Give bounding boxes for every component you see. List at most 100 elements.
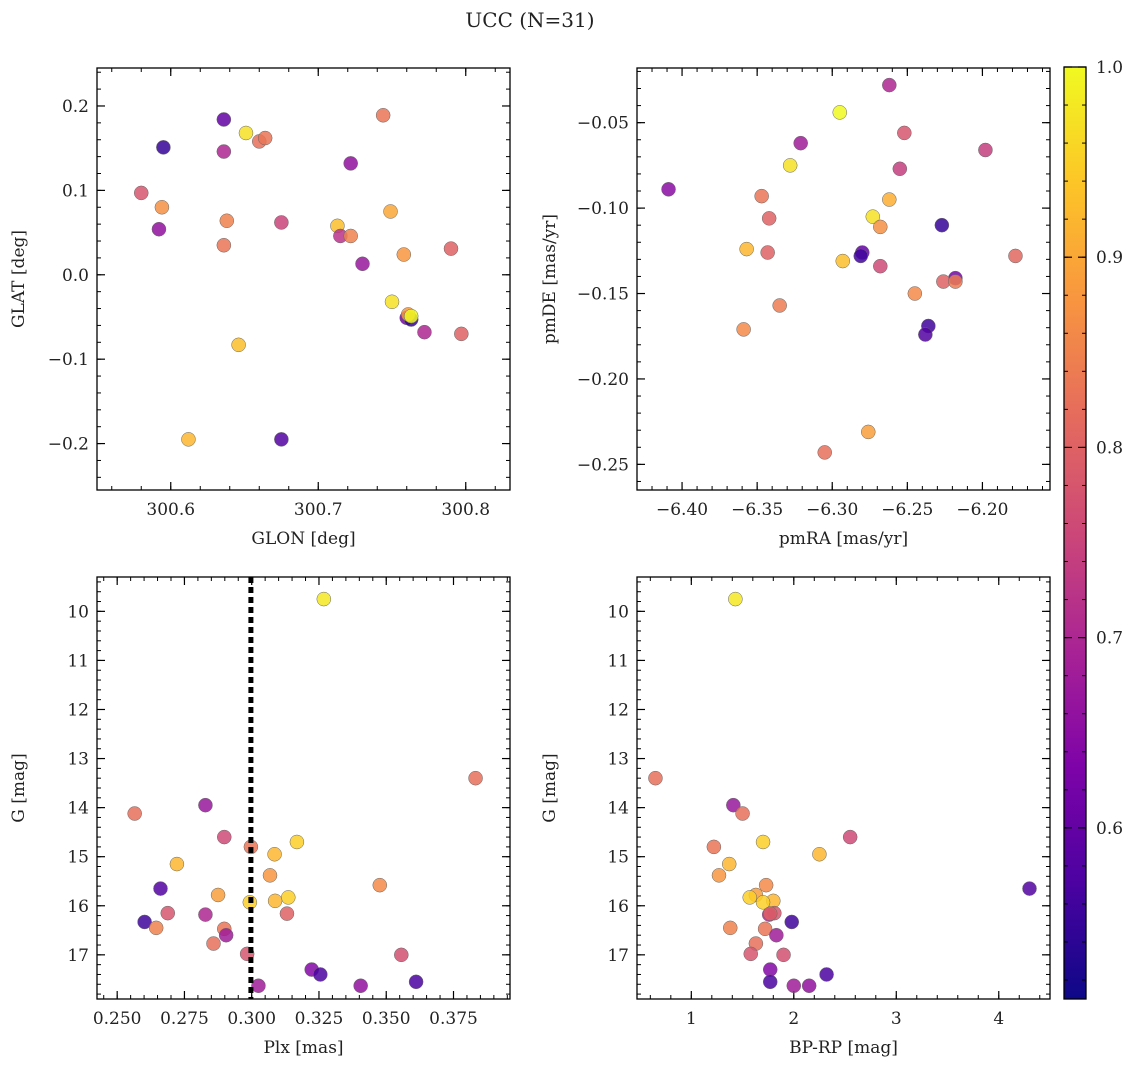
scatter-point	[711, 868, 727, 883]
plot-frame	[636, 67, 1051, 491]
scatter-point	[776, 947, 791, 963]
y-tick-label: 14	[67, 799, 89, 819]
scatter-point	[383, 204, 398, 219]
x-tick-label: 0.375	[429, 1009, 478, 1029]
scatter-point	[127, 806, 142, 821]
scatter-point	[216, 112, 232, 127]
scatter-point	[281, 890, 296, 905]
scatter-point	[934, 217, 950, 233]
x-axis-label: pmRA [mas/yr]	[779, 529, 908, 549]
y-axis-label: G [mag]	[9, 753, 29, 822]
scatter-point	[134, 185, 149, 201]
scatter-point	[384, 294, 400, 310]
y-tick-label: 13	[67, 750, 89, 770]
scatter-point	[267, 893, 283, 909]
scatter-point	[216, 144, 232, 159]
scatter-point	[832, 105, 847, 120]
scatter-point	[198, 907, 213, 922]
scatter-point	[853, 248, 869, 264]
scatter-point	[835, 253, 850, 269]
minor-ticks	[637, 577, 1050, 999]
y-tick-label: 15	[607, 848, 629, 868]
plot-frame	[96, 67, 511, 491]
x-tick-label: 0.275	[160, 1009, 209, 1029]
scatter-point	[316, 591, 332, 607]
scatter-point	[661, 182, 676, 197]
scatter-point	[403, 308, 419, 324]
y-tick-label: −0.15	[577, 285, 629, 305]
y-tick-label: 17	[67, 946, 89, 966]
scatter-point	[408, 974, 424, 990]
x-tick-label: 3	[891, 1009, 902, 1029]
scatter-point	[882, 77, 897, 93]
scatter-point	[739, 241, 754, 257]
scatter-point	[238, 125, 254, 141]
y-axis-label: GLAT [deg]	[9, 230, 29, 328]
scatter-point	[257, 130, 273, 146]
scatter-point	[355, 256, 370, 272]
scatter-point	[754, 188, 769, 204]
scatter-point	[978, 142, 993, 158]
scatter-point	[343, 156, 358, 171]
colorbar-tick-label: 0.8	[1096, 438, 1123, 458]
scatter-point	[262, 868, 278, 883]
x-tick-label: −6.35	[731, 500, 783, 520]
scatter-point	[219, 213, 235, 229]
scatter-point	[137, 914, 152, 930]
scatter-point	[417, 324, 432, 340]
y-tick-label: 16	[607, 897, 629, 917]
plot-frame	[636, 576, 1051, 1000]
plot-frame	[96, 576, 511, 1000]
scatter-point	[217, 829, 232, 845]
scatter-point	[648, 770, 663, 786]
scatter-points	[661, 77, 1023, 460]
scatter-point	[468, 770, 483, 786]
scatter-point	[762, 906, 778, 921]
scatter-point	[772, 298, 787, 313]
y-axis-label: G [mag]	[540, 753, 560, 822]
scatter-point	[148, 920, 164, 936]
scatter-point	[755, 834, 771, 850]
y-axis-label: pmDE [mas/yr]	[540, 214, 560, 344]
scatter-point	[267, 846, 282, 862]
scatter-point	[394, 947, 409, 963]
scatter-point	[760, 245, 775, 260]
scatter-point	[907, 286, 923, 301]
minor-ticks	[97, 68, 510, 490]
scatter-point	[154, 200, 170, 215]
y-tick-label: −0.2	[48, 435, 89, 455]
scatter-point	[1008, 248, 1023, 264]
y-tick-label: 10	[607, 602, 629, 622]
scatter-points	[648, 591, 1037, 994]
scatter-point	[454, 326, 469, 342]
y-tick-label: 12	[67, 700, 89, 720]
colorbar-tick-label: 1.0	[1096, 58, 1123, 78]
scatter-point	[210, 887, 226, 903]
scatter-point	[181, 432, 196, 447]
y-tick-label: 16	[67, 897, 89, 917]
x-tick-label: 0.250	[93, 1009, 142, 1029]
scatter-point	[723, 920, 738, 936]
colorbar-tick-label: 0.7	[1096, 629, 1123, 649]
scatter-point	[793, 135, 808, 151]
y-tick-label: 0.2	[62, 97, 89, 117]
x-tick-label: 2	[788, 1009, 799, 1029]
y-tick-label: 17	[607, 946, 629, 966]
colorbar-gradient	[1063, 66, 1087, 1000]
scatter-point	[948, 274, 963, 289]
scatter-point	[882, 192, 897, 207]
scatter-point	[251, 978, 266, 994]
scatter-points	[127, 591, 483, 994]
scatter-point	[151, 221, 167, 237]
scatter-point	[206, 936, 221, 951]
scatter-point	[279, 906, 295, 921]
x-tick-label: −6.30	[806, 500, 858, 520]
scatter-point	[817, 445, 832, 460]
colorbar-tick-label: 0.9	[1096, 248, 1123, 268]
scatter-point	[353, 978, 368, 994]
scatter-point	[343, 228, 358, 244]
scatter-point	[274, 215, 289, 230]
minor-ticks	[97, 577, 510, 999]
